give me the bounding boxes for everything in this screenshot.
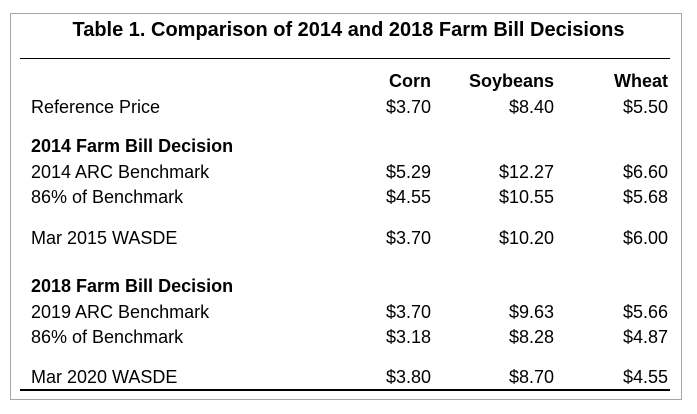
row-label-2019-arc-benchmark: 2019 ARC Benchmark bbox=[31, 302, 210, 322]
header-rule bbox=[20, 58, 670, 59]
cell-2015-wasde-corn: $3.70 bbox=[385, 228, 431, 248]
cell-2014-arc-wheat: $6.60 bbox=[622, 162, 668, 182]
row-label-2014-arc-benchmark: 2014 ARC Benchmark bbox=[31, 162, 210, 182]
cell-2014-86pct-corn: $4.55 bbox=[385, 187, 431, 207]
cell-2018-86pct-soybeans: $8.28 bbox=[508, 327, 554, 347]
cell-2018-86pct-corn: $3.18 bbox=[385, 327, 431, 347]
cell-2019-arc-wheat: $5.66 bbox=[622, 302, 668, 322]
cell-2015-wasde-wheat: $6.00 bbox=[622, 228, 668, 248]
column-header-soybeans: Soybeans bbox=[468, 71, 554, 91]
row-label-mar-2020-wasde: Mar 2020 WASDE bbox=[31, 367, 178, 387]
cell-2014-86pct-soybeans: $10.55 bbox=[498, 187, 554, 207]
column-header-corn: Corn bbox=[389, 71, 431, 91]
cell-2019-arc-corn: $3.70 bbox=[385, 302, 431, 322]
cell-2014-arc-soybeans: $12.27 bbox=[498, 162, 554, 182]
bottom-rule bbox=[20, 389, 670, 391]
cell-2018-86pct-wheat: $4.87 bbox=[622, 327, 668, 347]
section-heading-2018: 2018 Farm Bill Decision bbox=[31, 276, 234, 296]
column-header-wheat: Wheat bbox=[614, 71, 668, 91]
cell-2014-arc-corn: $5.29 bbox=[385, 162, 431, 182]
table-frame bbox=[10, 13, 682, 400]
row-label-mar-2015-wasde: Mar 2015 WASDE bbox=[31, 228, 178, 248]
section-heading-2014: 2014 Farm Bill Decision bbox=[31, 136, 234, 156]
cell-2020-wasde-wheat: $4.55 bbox=[622, 367, 668, 387]
row-label-reference-price: Reference Price bbox=[31, 97, 161, 117]
cell-reference-wheat: $5.50 bbox=[622, 97, 668, 117]
row-label-2014-86-pct: 86% of Benchmark bbox=[31, 187, 184, 207]
cell-2020-wasde-soybeans: $8.70 bbox=[508, 367, 554, 387]
cell-2015-wasde-soybeans: $10.20 bbox=[498, 228, 554, 248]
cell-reference-soybeans: $8.40 bbox=[508, 97, 554, 117]
table-title: Table 1. Comparison of 2014 and 2018 Far… bbox=[72, 19, 625, 41]
cell-reference-corn: $3.70 bbox=[385, 97, 431, 117]
cell-2019-arc-soybeans: $9.63 bbox=[508, 302, 554, 322]
row-label-2018-86-pct: 86% of Benchmark bbox=[31, 327, 184, 347]
cell-2020-wasde-corn: $3.80 bbox=[385, 367, 431, 387]
cell-2014-86pct-wheat: $5.68 bbox=[622, 187, 668, 207]
